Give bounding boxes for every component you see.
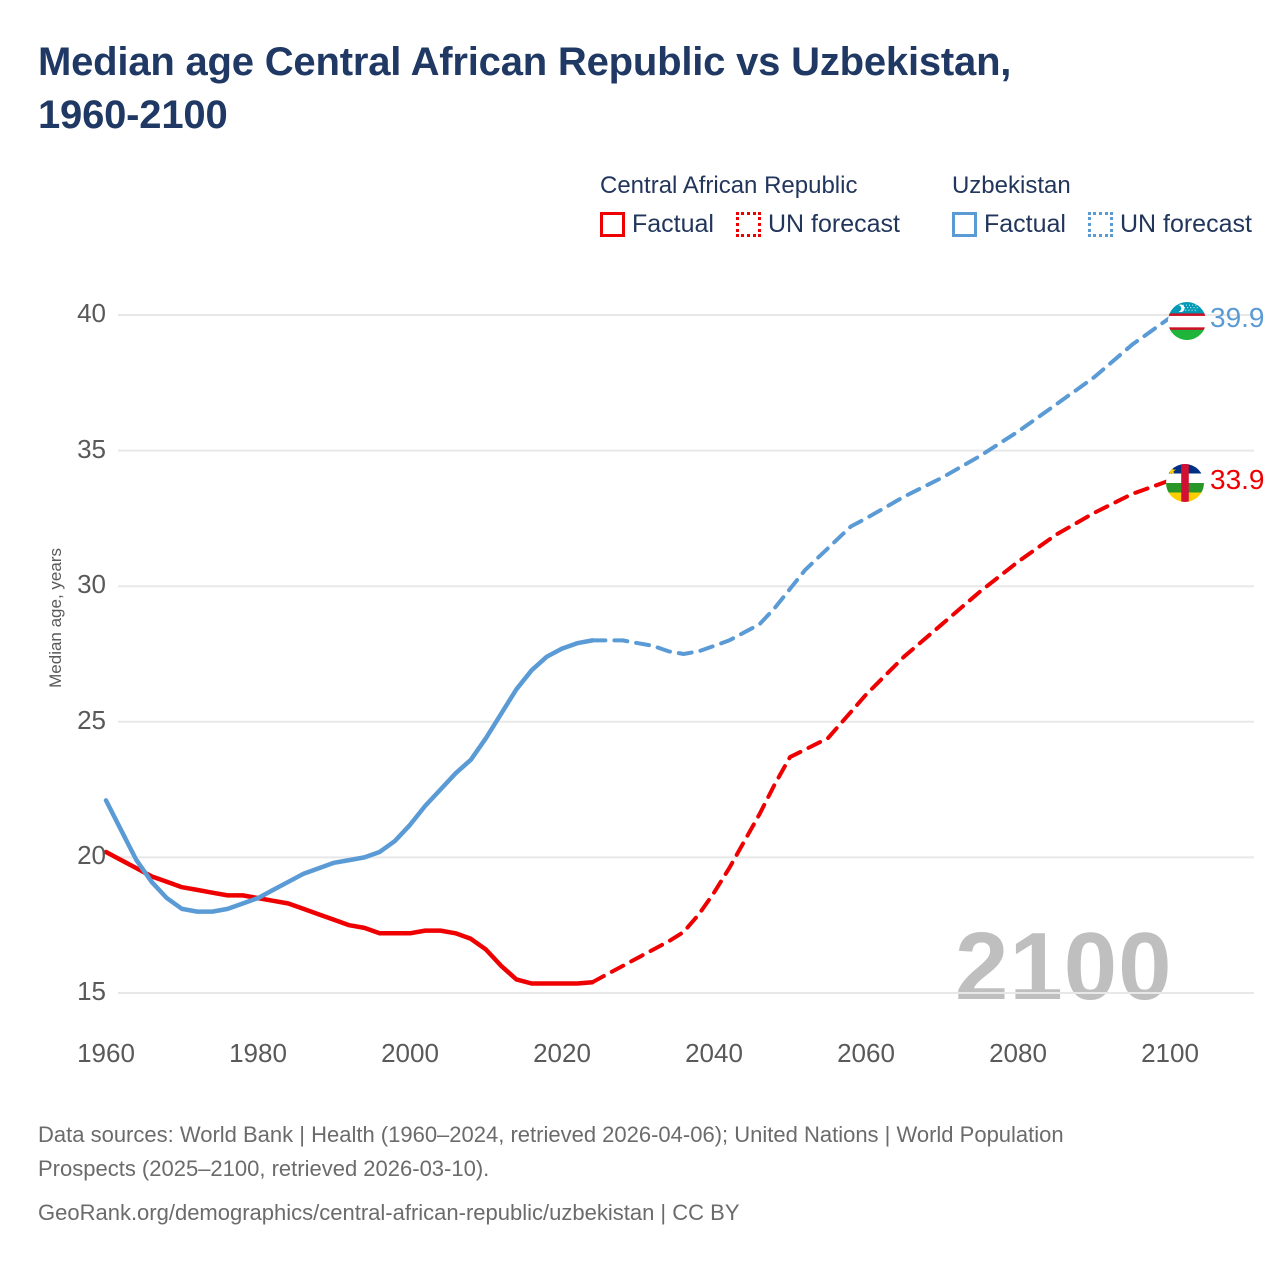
legend-swatch-dotted-icon: [735, 212, 761, 237]
x-axis-tick-label: 2000: [381, 1038, 439, 1068]
legend-item-label: UN forecast: [767, 210, 900, 238]
series-line-forecast: [590, 478, 1172, 985]
x-axis-tick-label: 1960: [77, 1038, 135, 1068]
legend-country-name: Central African Republic: [600, 172, 858, 199]
series-line-factual: [103, 849, 595, 986]
legend-item-label: UN forecast: [1119, 210, 1252, 238]
end-label-uzbekistan: 39.9: [1210, 302, 1265, 333]
central-african-republic-flag-icon: [1166, 464, 1204, 502]
legend-group-uzbekistan: Uzbekistan Factual UN forecast: [951, 172, 1252, 239]
legend-item-uzb-un-forecast[interactable]: UN forecast: [1087, 210, 1252, 239]
x-axis-tick-label: 2020: [533, 1038, 591, 1068]
legend-group-central-african-republic: Central African Republic Factual UN fore…: [600, 172, 900, 239]
series-line-forecast: [590, 315, 1172, 656]
x-axis-tick-label: 2080: [989, 1038, 1047, 1068]
page-title: Median age Central African Republic vs U…: [38, 40, 1012, 137]
legend-item-label: Factual: [983, 210, 1066, 238]
footer-data-sources: Data sources: World Bank | Health (1960–…: [38, 1122, 1064, 1182]
legend-item-label: Factual: [632, 210, 714, 238]
footer-attribution: GeoRank.org/demographics/central-african…: [38, 1200, 740, 1225]
x-axis-tick-label: 2040: [685, 1038, 743, 1068]
legend-swatch-dotted-icon: [1087, 212, 1113, 237]
legend-swatch-solid-icon: [600, 212, 625, 237]
y-axis-tick-label: 15: [77, 976, 106, 1006]
y-axis-tick-label: 20: [77, 840, 106, 871]
series-line-factual: [103, 638, 595, 914]
y-axis-tick-label: 30: [77, 569, 106, 600]
chart-legend: Central African Republic Factual UN fore…: [600, 172, 1252, 239]
y-axis-tick-label: 40: [77, 298, 106, 328]
legend-item-uzb-factual[interactable]: Factual: [951, 210, 1066, 239]
legend-item-car-factual[interactable]: Factual: [600, 210, 714, 239]
x-axis-tick-label: 2100: [1141, 1038, 1199, 1068]
x-axis-tick-label: 1980: [229, 1038, 287, 1068]
legend-item-car-un-forecast[interactable]: UN forecast: [735, 210, 900, 239]
y-axis-tick-label: 25: [77, 704, 106, 735]
year-watermark: 2100: [955, 913, 1173, 1020]
uzbekistan-flag-icon: [1168, 302, 1206, 340]
legend-country-name: Uzbekistan: [951, 172, 1071, 199]
end-label-central-african-republic: 33.9: [1210, 464, 1265, 495]
x-axis-tick-label: 2060: [837, 1038, 895, 1068]
legend-swatch-solid-icon: [951, 212, 977, 237]
y-axis-tick-label: 35: [77, 433, 106, 464]
